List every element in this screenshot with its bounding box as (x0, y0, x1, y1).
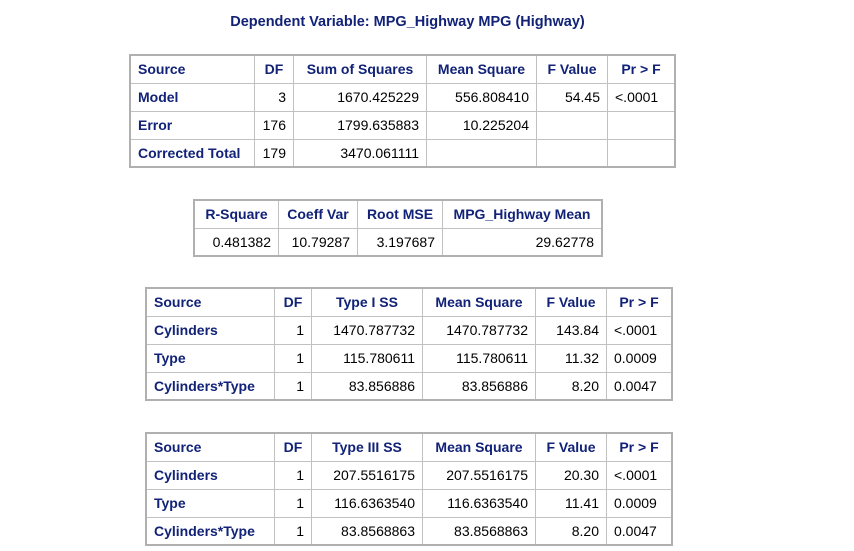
table-cell: 10.79287 (278, 227, 358, 257)
table-cell: 0.0047 (606, 371, 673, 401)
table-cell (536, 110, 608, 140)
page-title: Dependent Variable: MPG_Highway MPG (Hig… (230, 14, 585, 30)
column-header: Root MSE (357, 199, 443, 229)
row-label: Corrected Total (129, 138, 255, 168)
column-header: Sum of Squares (293, 54, 427, 84)
table-row: Type 1 116.6363540 116.6363540 11.41 0.0… (145, 488, 673, 518)
table-cell: 116.6363540 (311, 488, 423, 518)
table-cell: 83.8568863 (311, 516, 423, 546)
row-label: Cylinders (145, 460, 275, 490)
column-header: DF (274, 287, 312, 317)
column-header: Source (145, 287, 275, 317)
table-cell: 1 (274, 315, 312, 345)
table-cell: 207.5516175 (422, 460, 536, 490)
table-header-row: Source DF Type I SS Mean Square F Value … (145, 287, 673, 317)
table-cell: 0.0047 (606, 516, 673, 546)
table-header-row: R-Square Coeff Var Root MSE MPG_Highway … (193, 199, 603, 229)
table-cell: 8.20 (535, 516, 607, 546)
column-header: Mean Square (422, 287, 536, 317)
table-cell: 176 (254, 110, 294, 140)
table-header-row: Source DF Type III SS Mean Square F Valu… (145, 432, 673, 462)
table-row: Cylinders*Type 1 83.856886 83.856886 8.2… (145, 371, 673, 401)
table-cell: 1 (274, 516, 312, 546)
column-header: Coeff Var (278, 199, 358, 229)
table-header-row: Source DF Sum of Squares Mean Square F V… (129, 54, 676, 84)
table-cell: 11.32 (535, 343, 607, 373)
table-cell: 8.20 (535, 371, 607, 401)
column-header: Type I SS (311, 287, 423, 317)
table-cell: 3470.061111 (293, 138, 427, 168)
row-label: Cylinders*Type (145, 371, 275, 401)
table-cell: 83.856886 (422, 371, 536, 401)
table-cell: 11.41 (535, 488, 607, 518)
table-cell (536, 138, 608, 168)
table-cell: 115.780611 (311, 343, 423, 373)
column-header: F Value (536, 54, 608, 84)
table-row: Type 1 115.780611 115.780611 11.32 0.000… (145, 343, 673, 373)
column-header: DF (274, 432, 312, 462)
type1-ss-table: Source DF Type I SS Mean Square F Value … (145, 287, 673, 401)
table-cell: 1470.787732 (311, 315, 423, 345)
table-row: Error 176 1799.635883 10.225204 (129, 110, 676, 140)
table-cell: 116.6363540 (422, 488, 536, 518)
table-cell (607, 110, 676, 140)
table-cell: 1670.425229 (293, 82, 427, 112)
table-row: Model 3 1670.425229 556.808410 54.45 <.0… (129, 82, 676, 112)
column-header: MPG_Highway Mean (442, 199, 603, 229)
table-cell: 3.197687 (357, 227, 443, 257)
table-cell: 54.45 (536, 82, 608, 112)
column-header: Pr > F (607, 54, 676, 84)
table-cell: 1 (274, 343, 312, 373)
table-cell: 143.84 (535, 315, 607, 345)
table-cell: 0.0009 (606, 343, 673, 373)
table-cell: 1 (274, 371, 312, 401)
fit-statistics-table: R-Square Coeff Var Root MSE MPG_Highway … (193, 199, 603, 257)
row-label: Cylinders*Type (145, 516, 275, 546)
table-cell: 0.0009 (606, 488, 673, 518)
table-cell: <.0001 (606, 315, 673, 345)
table-cell: 1799.635883 (293, 110, 427, 140)
column-header: Source (145, 432, 275, 462)
table-cell: 83.856886 (311, 371, 423, 401)
row-label: Type (145, 343, 275, 373)
column-header: R-Square (193, 199, 279, 229)
table-cell: 10.225204 (426, 110, 537, 140)
table-cell: 1 (274, 488, 312, 518)
table-row: Cylinders 1 1470.787732 1470.787732 143.… (145, 315, 673, 345)
row-label: Type (145, 488, 275, 518)
column-header: Source (129, 54, 255, 84)
column-header: Pr > F (606, 287, 673, 317)
table-cell: <.0001 (606, 460, 673, 490)
column-header: DF (254, 54, 294, 84)
row-label: Model (129, 82, 255, 112)
table-cell: 556.808410 (426, 82, 537, 112)
column-header: Type III SS (311, 432, 423, 462)
table-cell: 3 (254, 82, 294, 112)
column-header: F Value (535, 287, 607, 317)
table-cell: 1 (274, 460, 312, 490)
column-header: Mean Square (426, 54, 537, 84)
table-cell: 29.62778 (442, 227, 603, 257)
table-row: Cylinders 1 207.5516175 207.5516175 20.3… (145, 460, 673, 490)
table-cell: 20.30 (535, 460, 607, 490)
table-row: Cylinders*Type 1 83.8568863 83.8568863 8… (145, 516, 673, 546)
row-label: Error (129, 110, 255, 140)
table-row: 0.481382 10.79287 3.197687 29.62778 (193, 227, 603, 257)
column-header: F Value (535, 432, 607, 462)
column-header: Pr > F (606, 432, 673, 462)
type3-ss-table: Source DF Type III SS Mean Square F Valu… (145, 432, 673, 546)
table-cell: 0.481382 (193, 227, 279, 257)
table-cell: <.0001 (607, 82, 676, 112)
row-label: Cylinders (145, 315, 275, 345)
anova-table: Source DF Sum of Squares Mean Square F V… (129, 54, 676, 168)
table-cell (426, 138, 537, 168)
table-cell: 207.5516175 (311, 460, 423, 490)
column-header: Mean Square (422, 432, 536, 462)
table-cell: 1470.787732 (422, 315, 536, 345)
table-cell (607, 138, 676, 168)
table-row: Corrected Total 179 3470.061111 (129, 138, 676, 168)
table-cell: 179 (254, 138, 294, 168)
table-cell: 83.8568863 (422, 516, 536, 546)
table-cell: 115.780611 (422, 343, 536, 373)
